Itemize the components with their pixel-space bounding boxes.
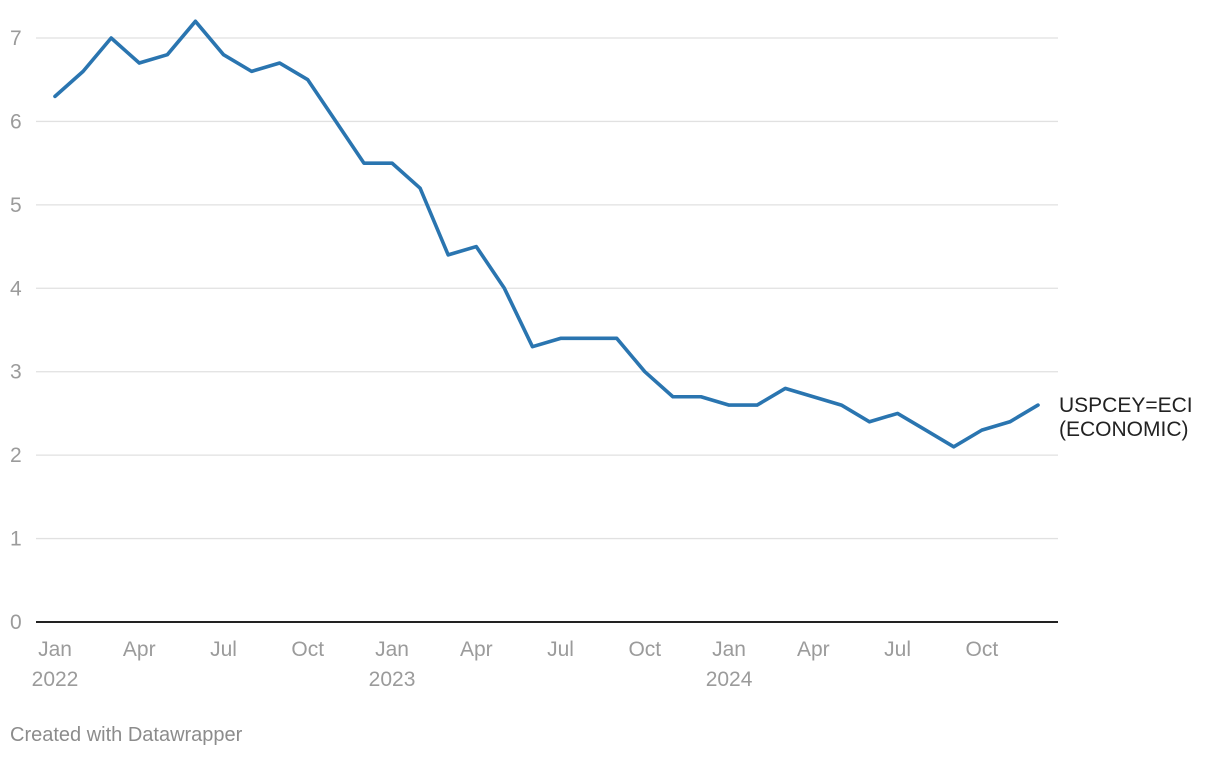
x-tick-label: Jul [884, 638, 911, 661]
x-tick-label: Oct [965, 638, 998, 661]
x-tick-label: Jan [712, 638, 746, 661]
x-tick-label: Jan [375, 638, 409, 661]
x-tick-year-label: 2024 [706, 668, 753, 691]
y-tick-label: 0 [10, 611, 22, 634]
gridlines [36, 37, 1058, 623]
x-tick-label: Jul [210, 638, 237, 661]
series-group [53, 19, 1040, 449]
x-tick-label: Apr [797, 638, 830, 661]
x-tick-year-label: 2023 [369, 668, 416, 691]
y-axis-tick-labels: 0 1 2 3 4 5 6 7 [10, 27, 22, 634]
datawrapper-credit[interactable]: Created with Datawrapper [10, 724, 243, 746]
y-tick-label: 7 [10, 27, 22, 50]
x-axis-tick-labels: Jan 2022 Apr Jul Oct Jan 2023 Apr Jul Oct Jan 2024 A… [32, 638, 999, 691]
x-tick-label: Apr [460, 638, 493, 661]
y-tick-label: 3 [10, 361, 22, 384]
y-tick-label: 1 [10, 528, 22, 551]
series-name-label: (ECONOMIC) [1059, 418, 1189, 441]
y-tick-label: 6 [10, 110, 22, 133]
x-tick-label: Jul [547, 638, 574, 661]
x-tick-label: Jan [38, 638, 72, 661]
series-label-group: USPCEY=ECI(ECONOMIC) [1059, 394, 1193, 441]
series-name-label: USPCEY=ECI [1059, 394, 1193, 417]
x-tick-label: Oct [628, 638, 661, 661]
y-tick-label: 2 [10, 444, 22, 467]
y-tick-label: 5 [10, 194, 22, 217]
series-line-uspcey [53, 19, 1040, 449]
x-tick-year-label: 2022 [32, 668, 79, 691]
x-tick-label: Oct [291, 638, 324, 661]
x-tick-label: Apr [123, 638, 156, 661]
y-tick-label: 4 [10, 277, 22, 300]
